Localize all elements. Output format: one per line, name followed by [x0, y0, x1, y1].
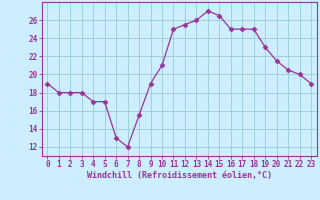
X-axis label: Windchill (Refroidissement éolien,°C): Windchill (Refroidissement éolien,°C): [87, 171, 272, 180]
